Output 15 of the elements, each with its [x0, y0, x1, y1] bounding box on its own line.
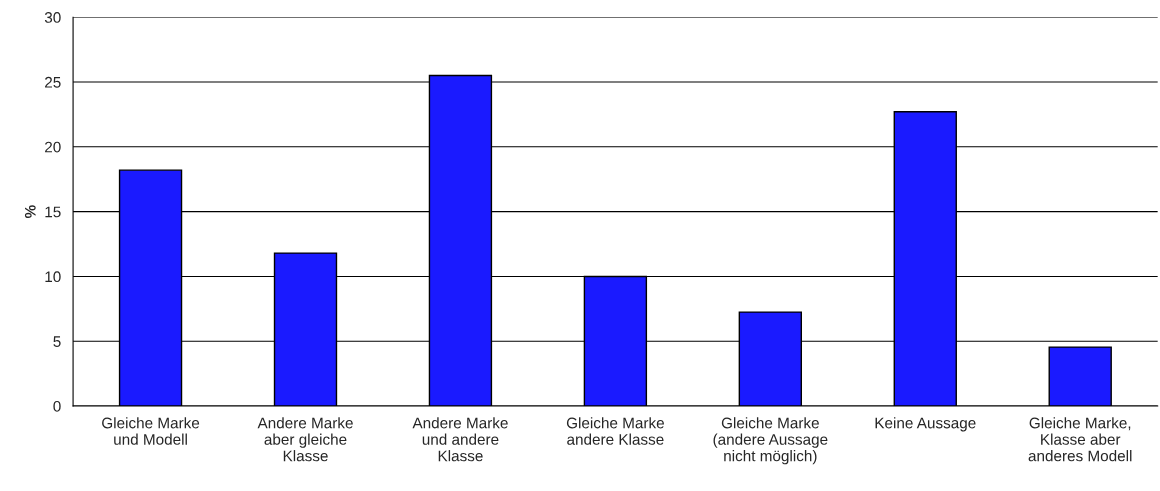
y-tick-label: 25 [45, 76, 61, 88]
y-tick-label: 0 [53, 400, 61, 412]
y-axis-title: % [24, 205, 36, 219]
y-tick-label: 10 [45, 271, 61, 283]
x-tick-label: Keine Aussage [875, 417, 976, 432]
x-tick-label: Gleiche Marke, Klasse aber anderes Modell [1028, 417, 1132, 462]
y-tick-label: 15 [45, 206, 61, 218]
x-tick-label: Andere Marke und andere Klasse [412, 417, 508, 462]
y-tick-label: 30 [44, 12, 61, 23]
x-tick-label: Andere Marke aber gleiche Klasse [257, 417, 353, 462]
x-tick-label: Gleiche Marke andere Klasse [566, 417, 664, 445]
x-tick-label: Gleiche Marke (andere Aussage nicht möglich) [713, 417, 828, 465]
y-tick-label: 5 [53, 336, 61, 347]
y-tick-label: 20 [45, 141, 61, 153]
x-tick-label: Gleiche Marke und Modell [102, 417, 200, 445]
